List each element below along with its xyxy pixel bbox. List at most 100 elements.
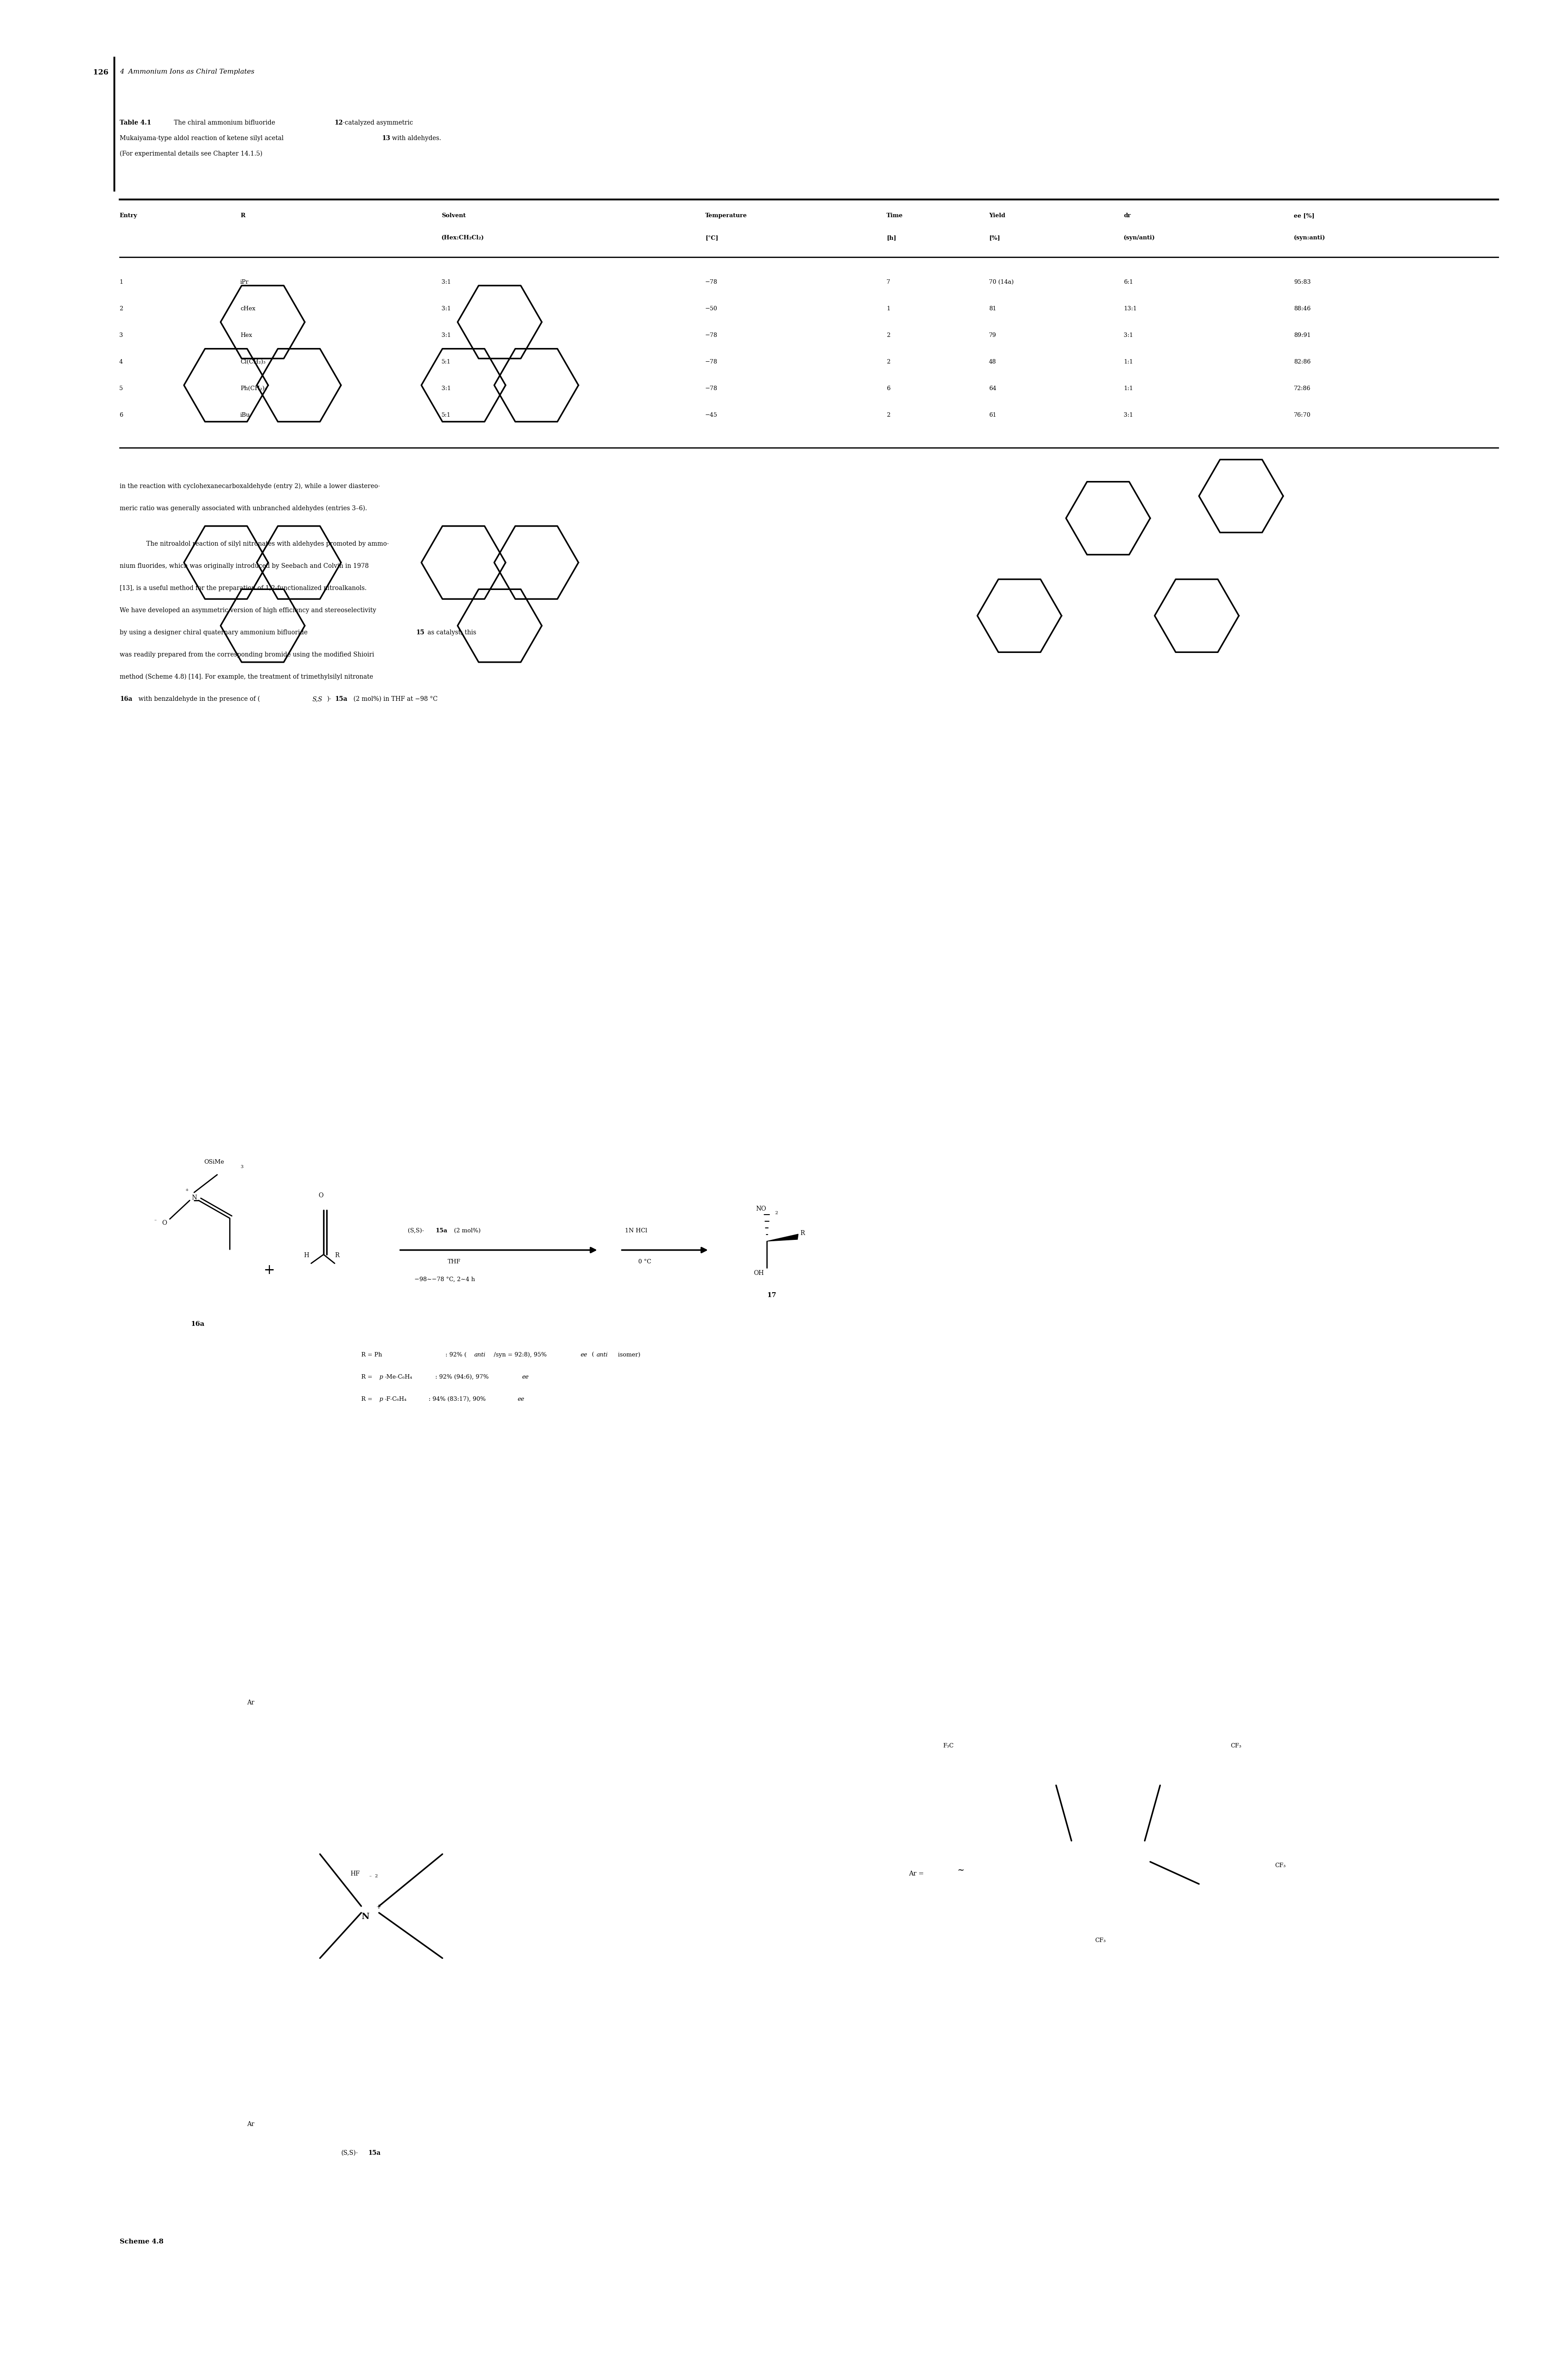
Text: [%]: [%] [989,236,1000,240]
Text: 72:86: 72:86 [1294,386,1311,390]
Text: 2: 2 [887,412,890,419]
Text: Ph(CH₂)₂: Ph(CH₂)₂ [240,386,267,390]
Text: 70 (14a): 70 (14a) [989,278,1014,286]
Text: -F-C₆H₄: -F-C₆H₄ [384,1397,406,1402]
Text: NO: NO [756,1207,766,1211]
Text: 16a: 16a [119,695,132,702]
Text: cHex: cHex [240,307,256,312]
Text: N: N [192,1195,197,1202]
Text: p: p [378,1373,383,1380]
Text: Table 4.1: Table 4.1 [119,119,152,126]
Text: (2 mol%) in THF at −98 °C: (2 mol%) in THF at −98 °C [352,695,437,702]
Text: with benzaldehyde in the presence of (: with benzaldehyde in the presence of ( [136,695,260,702]
Text: 2: 2 [119,307,122,312]
Text: 5:1: 5:1 [442,412,451,419]
Text: -catalyzed asymmetric: -catalyzed asymmetric [343,119,412,126]
Text: CF₃: CF₃ [1094,1937,1105,1944]
Text: (For experimental details see Chapter 14.1.5): (For experimental details see Chapter 14… [119,150,262,157]
Text: 4: 4 [119,359,122,364]
Text: 3:1: 3:1 [1124,333,1133,338]
Text: The nitroaldol reaction of silyl nitronates with aldehydes promoted by ammo-: The nitroaldol reaction of silyl nitrona… [146,540,389,547]
Text: O: O [161,1221,167,1226]
Text: R =: R = [361,1373,374,1380]
Text: S,S: S,S [313,695,322,702]
Text: iPr: iPr [240,278,250,286]
Text: 3:1: 3:1 [442,307,451,312]
Text: by using a designer chiral quaternary ammonium bifluoride: by using a designer chiral quaternary am… [119,628,310,635]
Text: +: + [375,1904,381,1911]
Text: 2: 2 [375,1873,378,1878]
Text: /syn = 92:8), 95%: /syn = 92:8), 95% [494,1352,549,1357]
Text: 15a: 15a [367,2149,380,2156]
Text: 2: 2 [775,1211,778,1216]
Text: −78: −78 [705,359,718,364]
Text: method (Scheme 4.8) [14]. For example, the treatment of trimethylsilyl nitronate: method (Scheme 4.8) [14]. For example, t… [119,674,374,681]
Text: meric ratio was generally associated with unbranched aldehydes (entries 3–6).: meric ratio was generally associated wit… [119,505,367,512]
Text: 126: 126 [93,69,109,76]
Text: 1:1: 1:1 [1124,359,1133,364]
Text: 3:1: 3:1 [442,386,451,390]
Text: 88:46: 88:46 [1294,307,1311,312]
Text: Time: Time [887,212,904,219]
Text: 13: 13 [381,136,391,140]
Text: [h]: [h] [887,236,896,240]
Text: 4  Ammonium Ions as Chiral Templates: 4 Ammonium Ions as Chiral Templates [119,69,254,74]
Text: ⁻: ⁻ [153,1219,157,1223]
Text: 6: 6 [887,386,890,390]
Text: 16a: 16a [191,1321,205,1328]
Text: ee: ee [522,1373,529,1380]
Text: anti: anti [474,1352,485,1357]
Text: 5:1: 5:1 [442,359,451,364]
Text: −78: −78 [705,278,718,286]
Text: in the reaction with cyclohexanecarboxaldehyde (entry 2), while a lower diastere: in the reaction with cyclohexanecarboxal… [119,483,380,490]
Text: CF₃: CF₃ [1274,1864,1285,1868]
Text: 81: 81 [989,307,997,312]
Text: [°C]: [°C] [705,236,718,240]
Text: 82:86: 82:86 [1294,359,1311,364]
Text: ⁻: ⁻ [369,1875,372,1880]
Text: isomer): isomer) [615,1352,640,1357]
Text: ~: ~ [958,1866,964,1873]
Text: (S,S)-: (S,S)- [341,2149,358,2156]
Text: 15a: 15a [335,695,347,702]
Text: Entry: Entry [119,212,136,219]
Text: 5: 5 [119,386,122,390]
Text: (S,S)-: (S,S)- [408,1228,425,1233]
Text: R: R [800,1230,804,1235]
Text: 3:1: 3:1 [442,333,451,338]
Text: (syn/anti): (syn/anti) [1124,236,1155,240]
Text: was readily prepared from the corresponding bromide using the modified Shioiri: was readily prepared from the correspond… [119,652,374,657]
Text: 0 °C: 0 °C [639,1259,651,1264]
Text: 13:1: 13:1 [1124,307,1136,312]
Text: +: + [264,1264,274,1278]
Text: R = Ph: R = Ph [361,1352,381,1357]
Text: −78: −78 [705,386,718,390]
Text: −45: −45 [705,412,718,419]
Text: (Hex:CH₂Cl₂): (Hex:CH₂Cl₂) [442,236,484,240]
Text: 95:83: 95:83 [1294,278,1311,286]
Text: The chiral ammonium bifluoride: The chiral ammonium bifluoride [172,119,277,126]
Text: Ar: Ar [246,2121,254,2128]
Text: O: O [318,1192,324,1200]
Text: ee: ee [580,1352,587,1357]
Text: −98∼−78 °C, 2∼4 h: −98∼−78 °C, 2∼4 h [414,1276,474,1283]
Text: 3: 3 [119,333,122,338]
Text: -Me-C₆H₄: -Me-C₆H₄ [384,1373,412,1380]
Text: Mukaiyama-type aldol reaction of ketene silyl acetal: Mukaiyama-type aldol reaction of ketene … [119,136,285,140]
Text: p: p [378,1397,383,1402]
Text: 1:1: 1:1 [1124,386,1133,390]
Text: OH: OH [753,1271,764,1276]
Text: as catalyst; this: as catalyst; this [426,628,476,635]
Text: 6: 6 [119,412,122,419]
Text: 1N HCl: 1N HCl [625,1228,648,1233]
Text: : 92% (: : 92% ( [445,1352,467,1357]
Text: Hex: Hex [240,333,253,338]
Text: THF: THF [448,1259,460,1264]
Text: ee: ee [518,1397,524,1402]
Text: Cl(CH₂)₃: Cl(CH₂)₃ [240,359,265,364]
Text: 89:91: 89:91 [1294,333,1311,338]
Text: 12: 12 [335,119,343,126]
Text: 1: 1 [887,307,890,312]
Text: OSiMe: OSiMe [205,1159,225,1164]
Text: HF: HF [350,1871,360,1878]
